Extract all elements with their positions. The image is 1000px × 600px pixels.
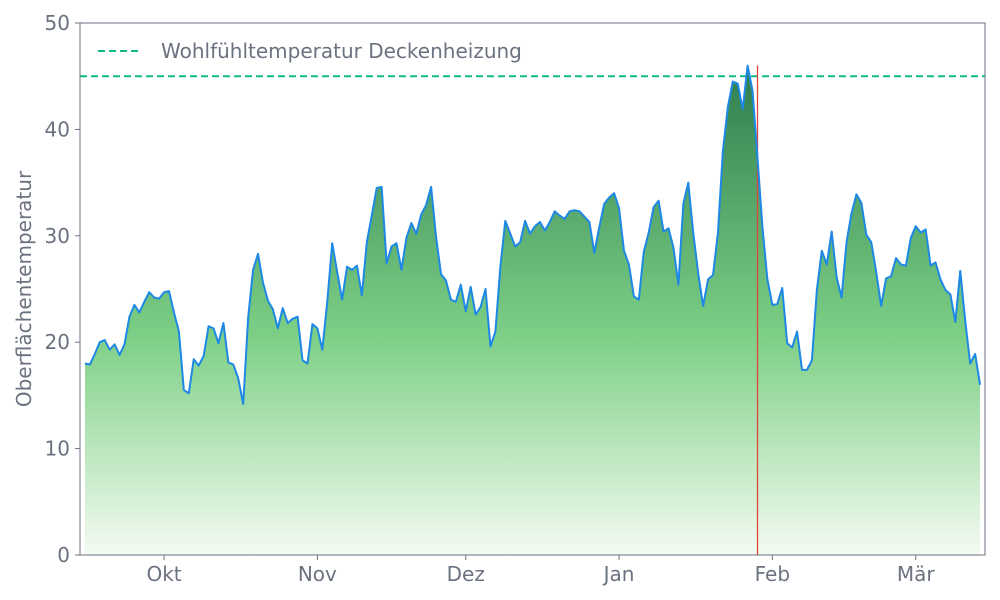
y-tick-label: 10 <box>45 437 70 461</box>
x-tick-label: Mär <box>897 562 936 586</box>
y-axis: 0 10 20 30 40 50 <box>45 11 80 567</box>
x-tick-label: Feb <box>755 562 790 586</box>
x-axis: Okt Nov Dez Jan Feb Mär <box>146 555 935 586</box>
legend-label-reference-line: Wohlfühltemperatur Deckenheizung <box>161 39 522 63</box>
y-tick-label: 40 <box>45 117 70 141</box>
plot-frame <box>79 22 986 556</box>
y-tick-label: 20 <box>45 330 70 354</box>
y-tick-label: 0 <box>57 543 70 567</box>
plot-area <box>79 22 986 556</box>
temperature-line <box>84 64 982 405</box>
x-tick-label: Dez <box>447 562 485 586</box>
y-tick-label: 50 <box>45 11 70 35</box>
x-tick-label: Okt <box>146 562 181 586</box>
legend: Wohlfühltemperatur Deckenheizung <box>98 39 522 63</box>
temperature-area <box>84 65 981 555</box>
x-tick-label: Jan <box>602 562 635 586</box>
y-tick-label: 30 <box>45 224 70 248</box>
x-tick-label: Nov <box>298 562 337 586</box>
y-axis-title: Oberflächentemperatur <box>12 170 36 407</box>
